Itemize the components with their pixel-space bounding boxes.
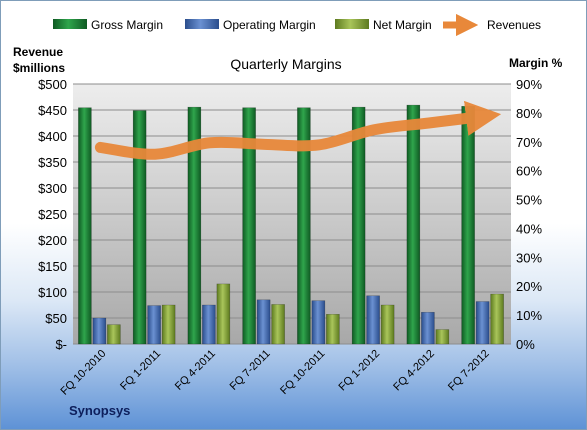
y-right-tick-labels: 0% 10% 20% 30% 40% 50% 60% 70% 80% 90%	[516, 77, 542, 352]
y-right-tick-label: 50%	[516, 193, 542, 208]
bar-gross-margin	[461, 105, 475, 345]
x-tick-label: FQ 1-2011	[118, 348, 163, 393]
x-tick-label: FQ 10-2011	[278, 348, 327, 397]
y-right-tick-label: 70%	[516, 135, 542, 150]
bar-net-margin	[326, 313, 340, 345]
bar-gross-margin	[351, 106, 366, 345]
x-tick-labels: FQ 10-2010 FQ 1-2011 FQ 4-2011 FQ 7-2011 FQ …	[59, 348, 492, 398]
y-left-tick-label: $400	[38, 129, 67, 144]
legend-item-net-margin: Net Margin	[335, 18, 432, 32]
y-left-tick-labels: $- $50 $100 $150 $200 $250 $300 $350 $400 $450 $50…	[38, 77, 67, 352]
x-tick-label: FQ 7-2011	[228, 348, 273, 393]
bar-operating-margin	[475, 301, 490, 345]
bar-gross-margin	[242, 107, 256, 345]
revenue-line	[94, 100, 502, 160]
legend-swatch-gross-margin	[53, 19, 87, 29]
y-left-tick-label: $450	[38, 103, 67, 118]
y-left-title-line1: Revenue	[13, 45, 63, 59]
legend-item-gross-margin: Gross Margin	[53, 18, 163, 32]
y-left-tick-label: $300	[38, 181, 67, 196]
bar-operating-margin	[147, 305, 161, 345]
legend-swatch-operating-margin	[185, 19, 219, 29]
bar-net-margin	[107, 324, 121, 345]
y-left-tick-label: $350	[38, 155, 67, 170]
y-left-tick-label: $100	[38, 285, 67, 300]
y-right-tick-label: 20%	[516, 279, 542, 294]
bar-operating-margin	[202, 304, 216, 345]
legend-item-revenues: Revenues	[443, 13, 541, 37]
revenue-line-layer	[94, 100, 502, 160]
bar-operating-margin	[256, 299, 271, 345]
legend-label-gross-margin: Gross Margin	[91, 18, 163, 32]
y-left-title-line2: $millions	[13, 61, 65, 75]
y-right-tick-label: 10%	[516, 308, 542, 323]
bar-gross-margin	[187, 106, 202, 345]
bar-gross-margin	[78, 107, 92, 345]
bar-operating-margin	[366, 295, 380, 345]
y-left-tick-label: $50	[45, 311, 67, 326]
y-left-tick-label: $200	[38, 233, 67, 248]
bar-net-margin	[490, 293, 504, 345]
bar-net-margin	[380, 304, 395, 345]
bar-operating-margin	[421, 311, 435, 345]
x-tick-label: FQ 4-2011	[173, 348, 218, 393]
bar-gross-margin	[132, 110, 147, 345]
legend: Gross Margin Operating Margin Net Margin…	[53, 13, 541, 37]
y-left-tick-label: $150	[38, 259, 67, 274]
y-left-tick-label: $500	[38, 77, 67, 92]
x-tick-label: FQ 7-2012	[446, 348, 492, 394]
bars	[78, 104, 504, 345]
legend-label-operating-margin: Operating Margin	[223, 18, 316, 32]
x-tick-label: FQ 4-2012	[391, 348, 437, 394]
y-right-tick-label: 30%	[516, 250, 542, 265]
bar-operating-margin	[311, 300, 326, 345]
y-left-tick-label: $-	[55, 337, 67, 352]
y-right-tick-label: 90%	[516, 77, 542, 92]
x-tick-label: FQ 1-2012	[337, 348, 383, 394]
legend-label-revenues: Revenues	[487, 18, 541, 32]
bar-gross-margin	[297, 107, 311, 345]
company-label: Synopsys	[69, 403, 131, 418]
bar-net-margin	[435, 329, 450, 345]
bar-net-margin	[271, 304, 285, 345]
bar-operating-margin	[92, 317, 107, 345]
x-tick-label: FQ 10-2010	[59, 348, 109, 398]
y-right-title: Margin %	[509, 56, 563, 70]
y-right-tick-label: 60%	[516, 164, 542, 179]
bar-gross-margin	[406, 104, 421, 345]
chart-title: Quarterly Margins	[230, 56, 341, 72]
legend-swatch-net-margin	[335, 19, 369, 29]
y-left-tick-label: $250	[38, 207, 67, 222]
bar-net-margin	[161, 304, 176, 345]
legend-label-net-margin: Net Margin	[373, 18, 432, 32]
y-right-tick-label: 0%	[516, 337, 535, 352]
bar-net-margin	[216, 283, 231, 345]
legend-item-operating-margin: Operating Margin	[185, 18, 316, 32]
y-right-tick-label: 40%	[516, 221, 542, 236]
y-right-tick-label: 80%	[516, 106, 542, 121]
